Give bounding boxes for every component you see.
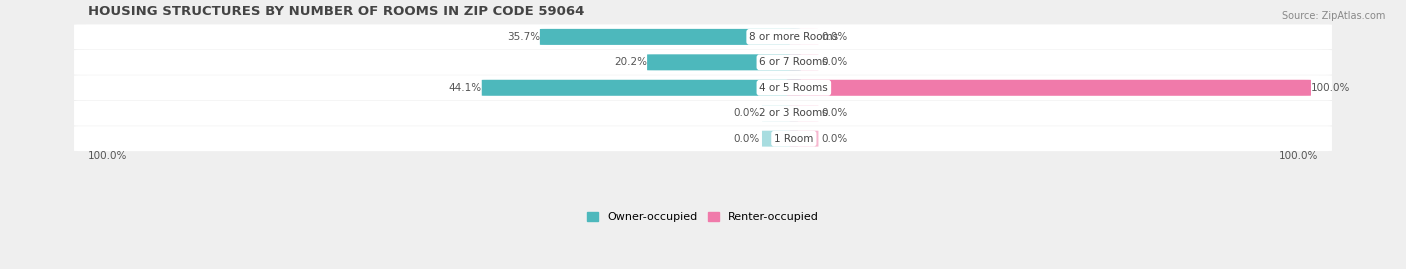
FancyBboxPatch shape [787, 80, 1310, 96]
Text: 20.2%: 20.2% [614, 57, 647, 67]
Text: 8 or more Rooms: 8 or more Rooms [749, 32, 838, 42]
FancyBboxPatch shape [790, 131, 818, 147]
Text: 100.0%: 100.0% [1310, 83, 1350, 93]
FancyBboxPatch shape [75, 50, 1331, 75]
Text: 0.0%: 0.0% [821, 108, 848, 118]
Text: 35.7%: 35.7% [506, 32, 540, 42]
Text: 4 or 5 Rooms: 4 or 5 Rooms [759, 83, 828, 93]
Text: 0.0%: 0.0% [733, 108, 759, 118]
FancyBboxPatch shape [790, 54, 818, 70]
FancyBboxPatch shape [75, 75, 1331, 100]
FancyBboxPatch shape [482, 80, 801, 96]
FancyBboxPatch shape [75, 24, 1331, 49]
Text: 0.0%: 0.0% [821, 32, 848, 42]
Text: 0.0%: 0.0% [821, 57, 848, 67]
FancyBboxPatch shape [647, 54, 801, 70]
Text: 100.0%: 100.0% [89, 151, 128, 161]
FancyBboxPatch shape [75, 101, 1331, 126]
FancyBboxPatch shape [790, 105, 818, 121]
Text: Source: ZipAtlas.com: Source: ZipAtlas.com [1281, 11, 1385, 21]
Text: 0.0%: 0.0% [821, 134, 848, 144]
FancyBboxPatch shape [762, 105, 799, 121]
Text: HOUSING STRUCTURES BY NUMBER OF ROOMS IN ZIP CODE 59064: HOUSING STRUCTURES BY NUMBER OF ROOMS IN… [89, 5, 585, 18]
Text: 44.1%: 44.1% [449, 83, 482, 93]
Text: 0.0%: 0.0% [733, 134, 759, 144]
FancyBboxPatch shape [540, 29, 801, 45]
Text: 1 Room: 1 Room [775, 134, 814, 144]
Text: 2 or 3 Rooms: 2 or 3 Rooms [759, 108, 828, 118]
FancyBboxPatch shape [790, 29, 818, 45]
Text: 100.0%: 100.0% [1278, 151, 1317, 161]
FancyBboxPatch shape [75, 126, 1331, 151]
FancyBboxPatch shape [762, 131, 799, 147]
Text: 6 or 7 Rooms: 6 or 7 Rooms [759, 57, 828, 67]
Legend: Owner-occupied, Renter-occupied: Owner-occupied, Renter-occupied [582, 207, 824, 226]
